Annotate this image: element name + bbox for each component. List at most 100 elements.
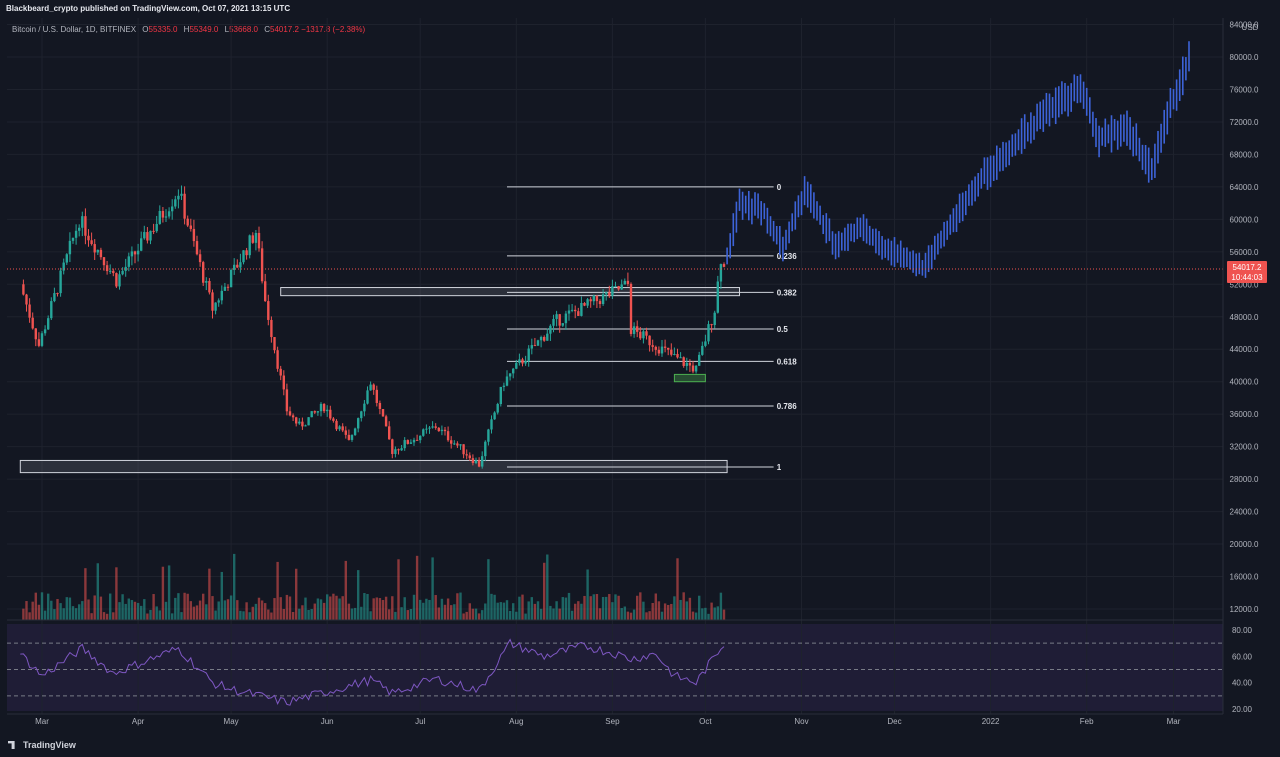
volume-bar [403,597,406,620]
volume-bar [242,611,245,620]
candle [490,419,493,430]
candle [347,434,351,440]
candle [62,262,65,271]
volume-bar [335,595,338,620]
volume-bar [257,597,261,620]
tradingview-logo[interactable]: TradingView [8,740,76,750]
fib-label: 0.5 [777,325,789,334]
volume-bar [112,612,115,620]
candle [552,318,555,326]
volume-bar [124,603,127,620]
candle [50,301,53,319]
volume-bar [663,603,667,620]
candle [338,426,341,430]
candle [282,375,285,390]
candle [508,373,512,377]
candle [68,240,72,255]
candle [450,440,453,444]
candle [78,227,81,231]
volume-bar [96,563,99,620]
price-tick-label: 84000.0 [1230,21,1259,30]
volume-bar [434,595,437,620]
open-label: O [142,25,149,34]
candle [484,441,487,457]
candle [22,284,25,295]
zone-box [673,373,706,383]
candle [353,428,357,436]
price-tick-label: 12000.0 [1230,605,1259,614]
candle [570,309,574,311]
candle [391,439,394,454]
volume-bar [217,601,220,620]
rsi-tick-label: 60.00 [1232,652,1253,661]
volume-bar [366,593,369,620]
candle [307,417,310,426]
volume-bar [713,607,716,620]
candle [102,257,106,266]
candle [161,210,165,218]
volume-bar [236,600,239,620]
candle [37,339,41,346]
volume-bar [360,606,363,620]
candle [428,427,431,429]
candle [632,326,636,334]
tradingview-icon [8,741,15,749]
volume-bar [140,605,143,620]
volume-bar [229,595,233,620]
candle [722,264,726,267]
candle [239,262,242,268]
volume-bar [158,610,161,620]
volume-bar [353,607,357,620]
volume-bar [657,601,661,620]
volume-bar [71,606,75,620]
candle [65,254,68,263]
volume-bar [285,594,289,620]
candle [667,347,670,350]
volume-bar [536,601,540,620]
volume-bar [347,603,351,620]
candle [270,319,273,338]
volume-bar [186,593,189,620]
candle [189,225,192,229]
candle [326,409,329,412]
candle [543,336,546,341]
volume-bar [719,592,723,620]
time-tick-label: 2022 [982,717,1000,726]
candle [440,429,444,432]
volume-bar [425,598,428,620]
volume-bar [301,605,304,620]
candle [260,248,264,282]
candle [164,216,168,218]
candle [676,353,679,358]
volume-bar [394,611,397,620]
volume-bar [43,610,47,620]
volume-bar [481,610,484,620]
candle [304,425,307,427]
candle [409,442,413,444]
volume-bar [102,612,106,620]
volume-bar [384,596,388,620]
volume-bar [28,612,31,620]
volume-bar [177,593,180,620]
volume-bar [245,602,248,620]
candle [177,195,180,200]
candle [99,249,103,258]
candle [567,310,571,314]
candle [171,206,174,212]
volume-bar [167,565,171,620]
volume-bar [304,597,307,620]
volume-bar [183,592,186,620]
volume-bar [310,609,313,620]
volume-bar [378,598,382,620]
volume-bar [515,611,518,620]
volume-bar [208,568,211,620]
volume-bar [490,593,493,620]
volume-bar [56,599,59,620]
candle [583,302,586,306]
candle [415,439,419,441]
volume-bar [198,600,202,620]
volume-bar [422,602,425,620]
volume-bar [254,603,258,620]
candle [713,312,716,326]
